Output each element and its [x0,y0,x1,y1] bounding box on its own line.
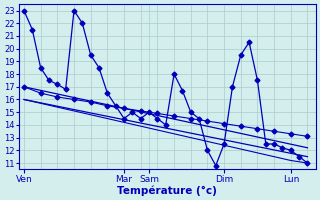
X-axis label: Température (°c): Température (°c) [117,185,217,196]
